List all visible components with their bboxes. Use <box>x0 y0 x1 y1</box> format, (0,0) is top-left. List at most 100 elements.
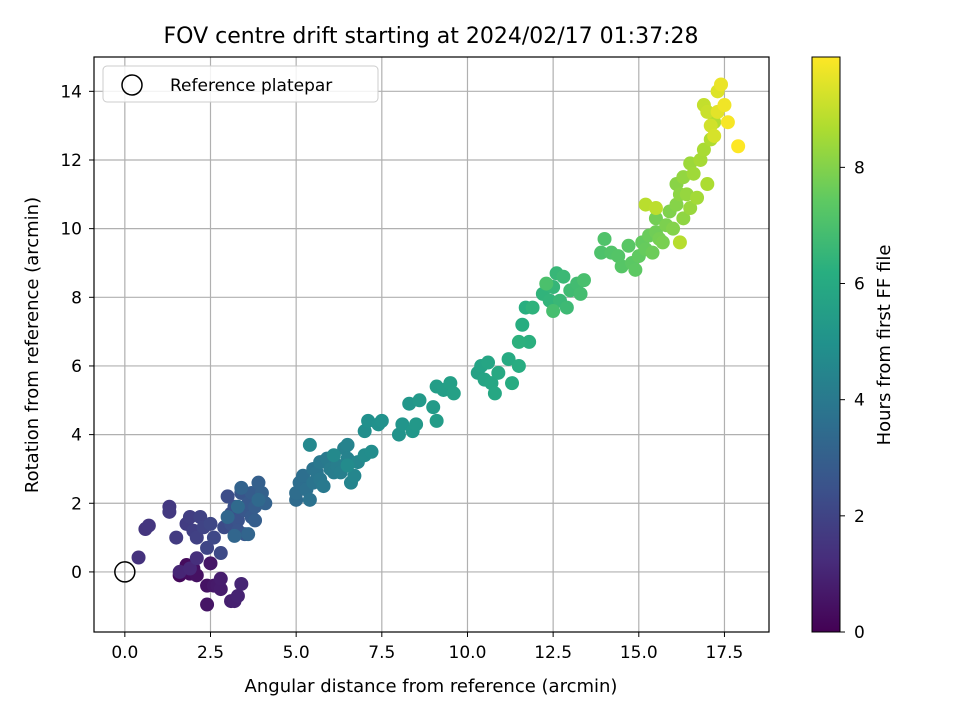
scatter-point <box>248 513 263 528</box>
scatter-point <box>182 561 197 576</box>
scatter-point <box>189 530 204 545</box>
x-axis-label: Angular distance from reference (arcmin) <box>245 676 618 697</box>
x-tick-label: 17.5 <box>706 643 744 663</box>
y-axis-ticks: 0 2 4 6 8 10 12 14 <box>60 82 94 583</box>
scatter-point <box>686 166 701 181</box>
scatter-point <box>340 437 355 452</box>
x-tick-label: 10.0 <box>449 643 487 663</box>
scatter-point <box>234 576 249 591</box>
y-axis-label: Rotation from reference (arcmin) <box>22 197 43 493</box>
scatter-point <box>676 211 691 226</box>
x-tick-label: 0.0 <box>111 643 138 663</box>
colorbar-tick-label: 4 <box>854 391 865 411</box>
scatter-point <box>707 128 722 143</box>
scatter-point <box>655 235 670 250</box>
colorbar-ticks: 0 2 4 6 8 <box>840 158 865 643</box>
scatter-point <box>672 235 687 250</box>
x-tick-label: 2.5 <box>197 643 224 663</box>
scatter-point <box>230 588 245 603</box>
scatter-point <box>546 304 561 319</box>
legend-marker-icon <box>121 74 143 96</box>
scatter-point <box>597 231 612 246</box>
scatter-point <box>645 245 660 260</box>
colorbar-tick-label: 6 <box>854 275 865 295</box>
scatter-point <box>409 417 424 432</box>
colorbar-tick-label: 2 <box>854 507 865 527</box>
legend-entry-reference: Reference platepar <box>170 76 332 96</box>
scatter-point <box>203 516 218 531</box>
scatter-point <box>714 77 729 92</box>
y-tick-label: 2 <box>71 494 82 514</box>
scatter-point <box>162 504 177 519</box>
scatter-point <box>621 238 636 253</box>
scatter-point <box>326 448 341 463</box>
reference-platepar-marker <box>114 561 136 583</box>
y-tick-label: 10 <box>60 220 82 240</box>
scatter-point <box>628 262 643 277</box>
colorbar-tick-label: 0 <box>854 623 865 643</box>
scatter-point <box>683 201 698 216</box>
y-tick-label: 6 <box>71 357 82 377</box>
scatter-point <box>412 393 427 408</box>
scatter-point <box>302 437 317 452</box>
colorbar-label: Hours from first FF file <box>874 245 895 446</box>
scatter-point <box>648 211 663 226</box>
scatter-point <box>700 104 715 119</box>
legend: Reference platepar <box>102 65 379 103</box>
colorbar: 0 2 4 6 8 Hours from first FF file <box>811 56 895 643</box>
scatter-point <box>511 334 526 349</box>
x-tick-label: 15.0 <box>620 643 658 663</box>
scatter-point <box>230 499 245 514</box>
scatter-point <box>720 115 735 130</box>
scatter-point <box>141 518 156 533</box>
scatter-point <box>182 510 197 524</box>
scatter-point <box>481 355 496 370</box>
scatter-point <box>169 530 184 545</box>
scatter-point <box>446 386 461 401</box>
y-gridlines <box>94 90 769 573</box>
scatter-point <box>131 550 146 565</box>
scatter-point <box>731 139 746 154</box>
scatter-point <box>395 417 410 432</box>
scatter-point <box>203 556 218 571</box>
scatter-point <box>648 201 663 216</box>
y-tick-label: 14 <box>60 82 82 102</box>
x-tick-label: 5.0 <box>283 643 310 663</box>
scatter-point <box>374 413 389 428</box>
x-gridlines <box>124 57 726 632</box>
scatter-point <box>576 273 591 288</box>
scatter-point <box>426 400 441 415</box>
scatter-point <box>213 571 228 586</box>
x-axis-ticks: 0.0 2.5 5.0 7.5 10.0 12.5 15.0 17.5 <box>111 632 743 663</box>
chart-title: FOV centre drift starting at 2024/02/17 … <box>164 24 699 49</box>
scatter-point <box>501 352 516 367</box>
y-tick-label: 12 <box>60 151 82 171</box>
scatter-point <box>189 551 204 566</box>
scatter-point <box>429 413 444 428</box>
scatter-point <box>696 142 711 157</box>
scatter-point <box>515 317 530 332</box>
scatter-point <box>666 221 681 236</box>
scatter-point <box>241 527 256 542</box>
scatter-point <box>206 530 221 545</box>
scatter-point <box>364 444 379 459</box>
scatter-point <box>302 492 317 507</box>
scatter-point <box>573 286 588 301</box>
scatter-point <box>220 510 235 524</box>
scatter-point <box>594 245 609 260</box>
scatter-point <box>213 546 228 561</box>
x-tick-label: 12.5 <box>534 643 572 663</box>
scatter-point <box>491 365 506 380</box>
scatter-point <box>213 582 228 597</box>
scatter-point <box>234 480 249 495</box>
scatter-points <box>131 77 746 612</box>
scatter-point <box>487 386 502 401</box>
scatter-point <box>316 479 331 494</box>
scatter-point <box>296 468 311 483</box>
scatter-point <box>717 98 732 113</box>
colorbar-tick-label: 8 <box>854 158 865 178</box>
scatter-point <box>525 300 540 315</box>
scatter-point <box>200 597 215 612</box>
scatter-point <box>539 276 554 291</box>
